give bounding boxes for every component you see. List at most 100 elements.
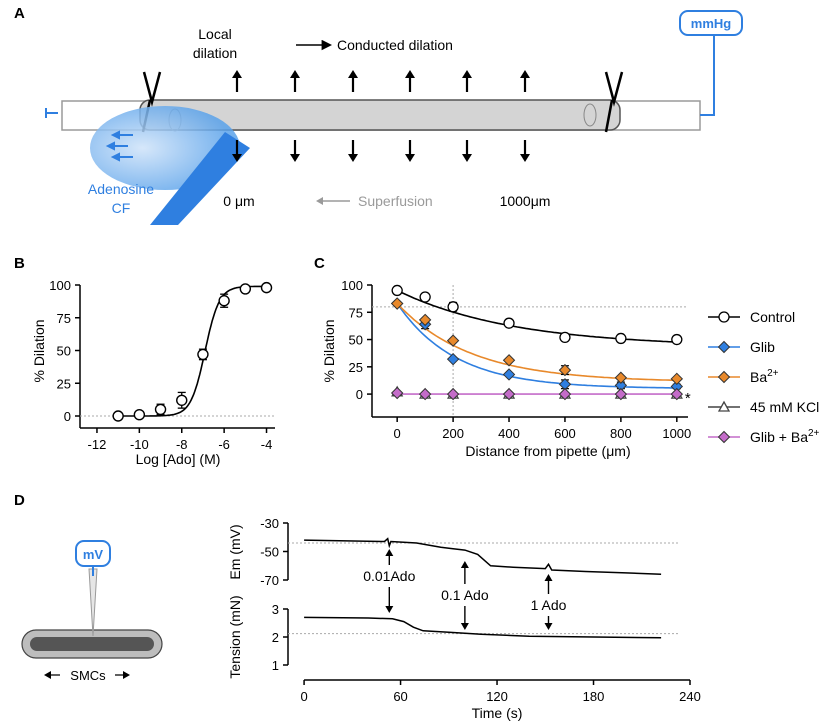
d-annotation-down-arrowhead-icon: [385, 606, 394, 613]
dilation-arrowhead-up-icon: [232, 70, 242, 78]
d-tension-y-tick-label: 1: [272, 658, 279, 673]
c-x-label: Distance from pipette (μm): [465, 443, 630, 459]
c-fit-curve-2: [396, 302, 677, 382]
c-data-point-2: [614, 371, 628, 384]
zero-um-label: 0 μm: [223, 193, 254, 209]
b-data-point: [133, 408, 146, 421]
c-data-point-2: [418, 313, 432, 327]
dilation-label: dilation: [193, 45, 237, 61]
c-legend-label: Glib: [750, 339, 775, 355]
c-data-point-0: [391, 284, 403, 297]
dilation-arrowhead-up-icon: [520, 70, 530, 78]
c-x-tick-label: 0: [394, 426, 401, 441]
b-x-tick-label: -4: [261, 437, 273, 452]
d-annotation-label: 0.1 Ado: [441, 587, 489, 603]
b-y-tick-label: 50: [57, 344, 71, 359]
d-tension-y-tick-label: 2: [272, 630, 279, 645]
d-x-tick-label: 120: [486, 689, 508, 704]
microelectrode: [88, 568, 98, 637]
b-fit-curve: [118, 285, 267, 417]
c-data-point-0: [447, 301, 459, 313]
d-annotation-label: 1 Ado: [531, 597, 567, 613]
mmhg-label: mmHg: [691, 16, 732, 31]
local-label: Local: [198, 26, 231, 42]
c-legend-marker: [717, 340, 731, 354]
c-data-point-2: [558, 363, 572, 377]
panel-a: A mmHg Adenosine CF Local dilation: [14, 5, 743, 225]
d-x-tick-label: 180: [583, 689, 605, 704]
c-y-tick-label: 50: [349, 333, 363, 348]
d-annotation-label: 0.01Ado: [363, 568, 415, 584]
c-y-tick-label: 75: [349, 305, 363, 320]
b-data-point: [260, 281, 273, 294]
c-data-point-4: [446, 387, 460, 401]
panel-d: D mV SMCs -30 -50 -70 Em (mV) 1 2 3 Tension (mN…: [14, 492, 701, 721]
smc-label: SMCs: [70, 668, 106, 683]
smc-cell-inner: [30, 637, 154, 651]
d-em-y-tick-label: -50: [260, 545, 279, 560]
c-data-point-4: [418, 387, 432, 401]
c-legend-superscript: 2+: [767, 368, 779, 379]
mv-box: [75, 540, 111, 567]
d-tension-y-tick-label: 3: [272, 602, 279, 617]
panel-d-letter: D: [14, 492, 25, 509]
c-legend-marker: [717, 400, 731, 412]
c-x-tick-label: 1000: [662, 426, 691, 441]
c-data-point-0: [559, 331, 571, 344]
c-data-point-2: [670, 372, 684, 386]
b-data-point: [218, 295, 230, 307]
d-tension-y-label: Tension (mN): [227, 595, 243, 678]
b-x-label: Log [Ado] (M): [136, 451, 221, 467]
b-x-tick-label: -12: [88, 437, 107, 452]
c-data-point-4: [670, 387, 684, 401]
c-data-point-0: [419, 291, 431, 303]
d-em-y-tick-label: -30: [260, 516, 279, 531]
vessel-ring-right: [583, 103, 597, 127]
mmhg-box: [679, 10, 743, 36]
d-em-y-tick-label: -70: [260, 573, 279, 588]
superfusion-arrowhead-icon: [316, 197, 323, 205]
dilation-arrowhead-up-icon: [405, 70, 415, 78]
c-data-point-1: [446, 352, 460, 366]
d-annotation-up-arrowhead-icon: [460, 561, 469, 568]
thousand-um-label: 1000μm: [500, 193, 551, 209]
dilation-arrowhead-down-icon: [520, 154, 530, 162]
c-data-point-4: [614, 387, 628, 401]
dilation-arrowhead-up-icon: [290, 70, 300, 78]
b-data-point: [197, 348, 209, 361]
d-tension-trace: [304, 616, 662, 639]
d-em-trace: [304, 537, 662, 576]
c-data-point-2: [446, 334, 460, 347]
cf-label: CF: [112, 200, 131, 216]
c-y-tick-label: 0: [356, 387, 363, 402]
dilation-arrowhead-down-icon: [462, 154, 472, 162]
c-legend-label: 45 mM KCl: [750, 399, 819, 415]
panel-a-letter: A: [14, 5, 25, 22]
c-legend-superscript: 2+: [808, 428, 820, 439]
b-x-tick-label: -10: [130, 437, 149, 452]
dilation-arrowhead-up-icon: [462, 70, 472, 78]
c-fit-curve-0: [396, 289, 677, 343]
mv-label: mV: [83, 547, 104, 562]
b-y-label: % Dilation: [31, 319, 47, 382]
panel-b-letter: B: [14, 255, 25, 272]
c-y-tick-label: 25: [349, 360, 363, 375]
c-legend-label: Ba2+: [750, 368, 779, 385]
d-x-tick-label: 240: [679, 689, 701, 704]
b-data-point: [239, 283, 252, 295]
c-data-point-4: [390, 386, 404, 400]
tie-left-top: [142, 71, 162, 107]
b-y-tick-label: 100: [49, 278, 71, 293]
pipette: [150, 132, 250, 225]
dilation-arrowhead-down-icon: [405, 154, 415, 162]
b-data-point: [176, 394, 188, 406]
adenosine-label: Adenosine: [88, 181, 154, 197]
c-legend-marker: [718, 311, 730, 323]
b-x-tick-label: -8: [176, 437, 188, 452]
c-legend-label: Control: [750, 309, 795, 325]
c-y-label: % Dilation: [321, 319, 337, 382]
panel-c-letter: C: [314, 255, 325, 272]
d-x-label: Time (s): [472, 705, 523, 721]
